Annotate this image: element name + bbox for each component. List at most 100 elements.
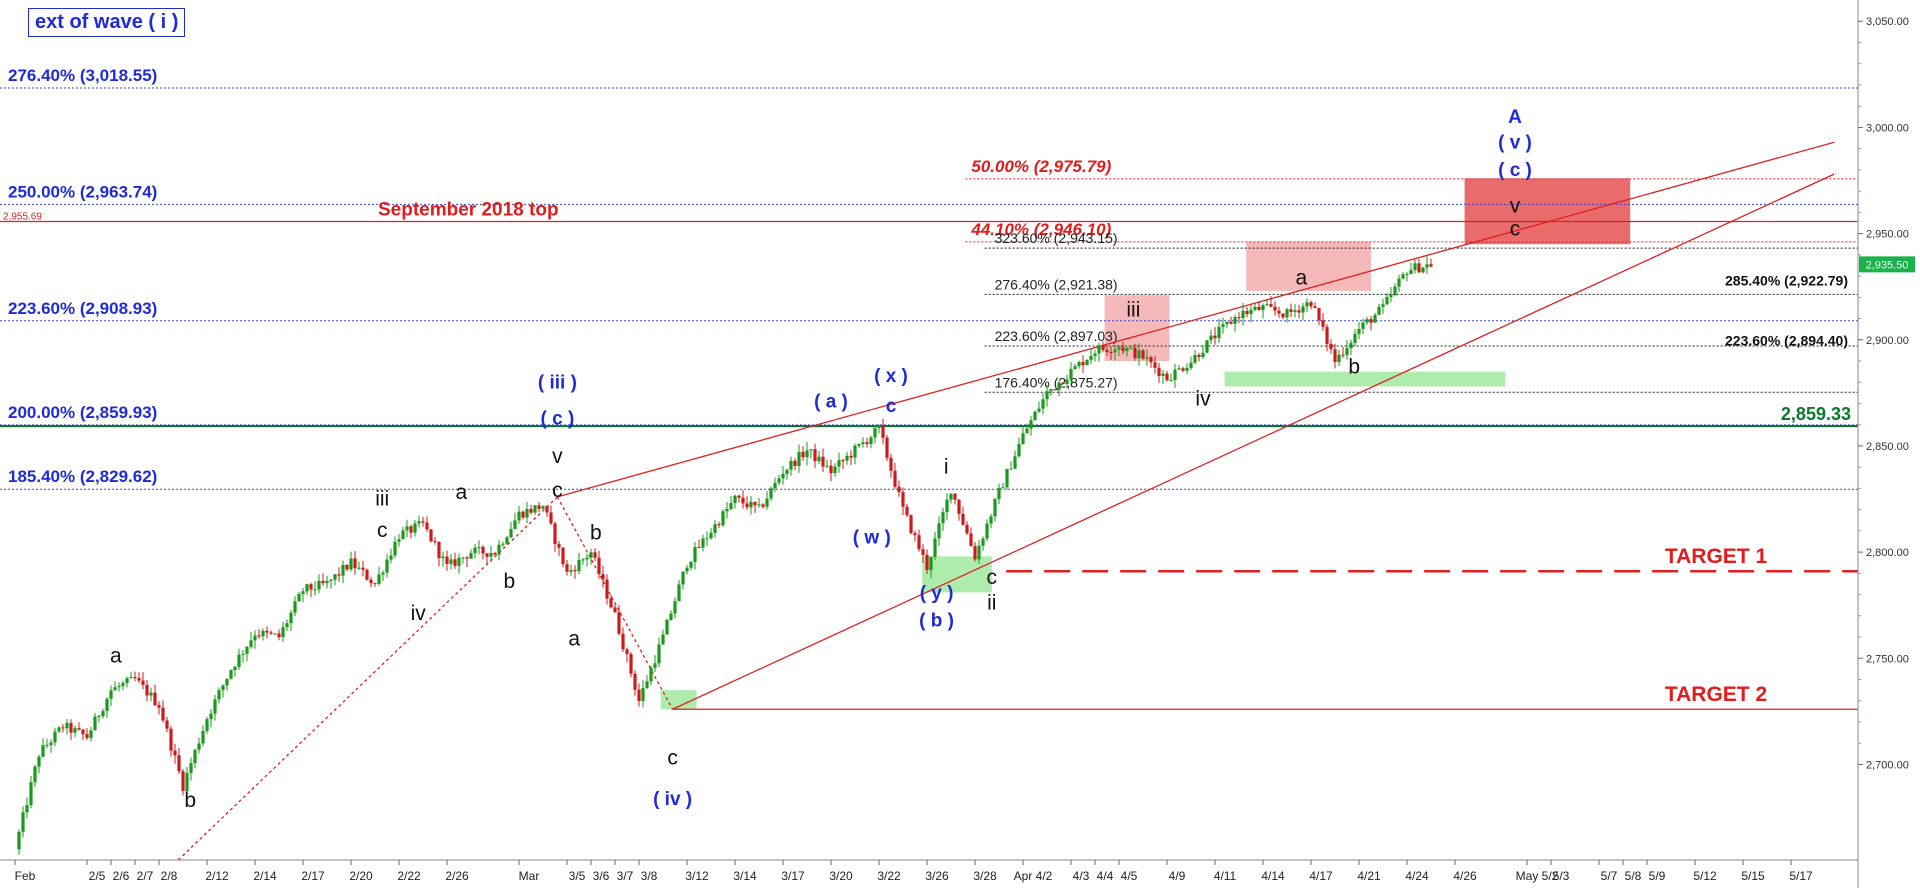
date-tick-label-28: 4/11	[1214, 869, 1237, 883]
candle-body-265	[1077, 362, 1081, 367]
candle-body-166	[681, 571, 685, 585]
candle-body-133	[549, 512, 553, 524]
candle-body-103	[429, 529, 433, 542]
candle-body-138	[569, 570, 573, 572]
candle-body-53	[229, 670, 233, 679]
candle-body-165	[677, 584, 681, 602]
candle-body-132	[545, 506, 549, 513]
candle-body-245	[997, 488, 1001, 500]
candle-body-284	[1153, 362, 1157, 368]
candle-body-105	[437, 541, 441, 559]
candle-body-24	[113, 687, 117, 691]
wave-label-23: ii	[987, 591, 996, 614]
candle-body-344	[1393, 286, 1397, 295]
candle-body-111	[461, 557, 465, 559]
candle-body-186	[761, 504, 765, 507]
candle-body-82	[345, 565, 349, 570]
candle-body-293	[1189, 362, 1193, 368]
candle-body-23	[109, 690, 113, 699]
target-label-1: TARGET 2	[1665, 683, 1767, 706]
candle-body-60	[257, 635, 261, 637]
price-tick-label-1: 2,750.00	[1866, 653, 1909, 665]
green-zone-ii	[922, 556, 992, 593]
candle-body-8	[49, 742, 53, 745]
candle-body-171	[701, 538, 705, 548]
candle-body-61	[261, 630, 265, 637]
candle-body-145	[597, 557, 601, 575]
candle-body-83	[349, 558, 353, 570]
candle-body-6	[41, 745, 45, 757]
candle-body-144	[593, 552, 597, 558]
candle-body-37	[165, 720, 169, 729]
date-tick-label-39: 5/12	[1693, 869, 1717, 883]
candle-body-131	[541, 506, 545, 509]
wave-label-13: c	[667, 746, 678, 769]
wave-label-14: ( iv )	[653, 789, 692, 810]
candle-body-74	[313, 589, 317, 591]
date-tick-label-34: May 5/2	[1516, 869, 1559, 883]
date-tick-label-2: 2/6	[113, 869, 130, 883]
wave-label-2: iii	[375, 487, 389, 510]
candle-body-251	[1021, 433, 1025, 444]
candle-body-294	[1193, 355, 1197, 363]
candle-body-207	[845, 455, 849, 461]
candle-body-21	[101, 710, 105, 717]
candle-body-28	[129, 676, 133, 679]
candle-body-173	[709, 532, 713, 539]
candle-body-224	[913, 533, 917, 536]
date-tick-label-13: 3/6	[593, 869, 610, 883]
candle-body-347	[1405, 274, 1409, 276]
candle-body-19	[93, 716, 97, 731]
wave-label-16: ( x )	[874, 366, 908, 387]
fib-label-left-2: 223.60% (2,908.93)	[8, 299, 157, 318]
candle-body-199	[813, 449, 817, 462]
candle-body-285	[1157, 367, 1161, 376]
candle-body-292	[1185, 367, 1189, 371]
candle-body-250	[1017, 443, 1021, 457]
candle-body-176	[721, 511, 725, 526]
candle-body-342	[1385, 297, 1389, 305]
candle-body-315	[1277, 310, 1281, 314]
candle-body-308	[1249, 309, 1253, 315]
candle-body-155	[637, 689, 641, 701]
candle-body-87	[365, 569, 369, 580]
candle-body-287	[1165, 373, 1169, 381]
candle-body-70	[297, 594, 301, 602]
candle-body-230	[937, 523, 941, 539]
candle-body-205	[837, 460, 841, 467]
price-tick-label-0: 2,700.00	[1866, 759, 1909, 771]
date-tick-label-33: 4/26	[1453, 869, 1477, 883]
candle-body-268	[1089, 356, 1093, 360]
candle-body-141	[581, 559, 585, 561]
date-tick-label-38: 5/9	[1649, 869, 1666, 883]
wave-label-17: c	[886, 396, 897, 417]
candle-body-303	[1229, 321, 1233, 324]
candle-body-328	[1329, 343, 1333, 350]
candle-body-92	[385, 559, 389, 573]
candle-body-3	[29, 782, 33, 806]
candle-body-5	[37, 756, 41, 767]
candles-layer	[17, 256, 1433, 855]
candle-body-123	[509, 528, 513, 538]
candle-body-71	[301, 591, 305, 595]
date-tick-label-3: 2/7	[137, 869, 154, 883]
candle-body-188	[769, 488, 773, 499]
candle-body-346	[1401, 274, 1405, 279]
candle-body-157	[645, 681, 649, 689]
price-tick-label-5: 2,950.00	[1866, 229, 1909, 241]
red-zone-target	[1464, 178, 1631, 245]
candle-body-305	[1237, 317, 1241, 319]
candle-body-114	[473, 547, 477, 554]
candle-body-217	[885, 437, 889, 458]
candle-body-255	[1037, 408, 1041, 412]
candle-body-88	[369, 579, 373, 584]
candle-body-202	[825, 465, 829, 467]
candle-body-218	[889, 457, 893, 471]
candle-body-75	[317, 580, 321, 590]
candle-body-64	[273, 633, 277, 635]
candle-body-81	[341, 565, 345, 576]
candle-body-78	[329, 579, 333, 581]
candle-body-297	[1205, 340, 1209, 353]
candle-body-203	[829, 465, 833, 474]
candle-body-27	[125, 678, 129, 684]
